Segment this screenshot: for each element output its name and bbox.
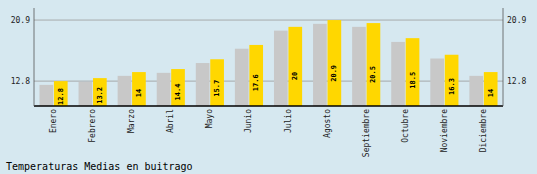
x-axis-line [34, 105, 503, 107]
bar [313, 24, 327, 106]
bar [391, 42, 405, 106]
x-tick-label: Enero [49, 109, 58, 133]
data-label: 13.2 [96, 87, 104, 104]
data-label: 15.7 [213, 80, 221, 97]
bar [406, 38, 420, 106]
bar [445, 55, 459, 106]
bar [39, 85, 53, 106]
data-label: 18.5 [409, 72, 417, 89]
x-tick-label: Marzo [127, 109, 136, 133]
data-label: 14.4 [174, 84, 182, 101]
bar [274, 31, 288, 106]
grid-line [34, 20, 503, 21]
x-tick-label: Septiembre [362, 109, 371, 157]
bars [39, 20, 497, 106]
x-tick-label: Julio [284, 109, 293, 133]
bar [54, 81, 68, 106]
data-label: 14 [135, 89, 143, 97]
bar [288, 27, 302, 106]
bar [196, 63, 210, 106]
x-tick-label: Junio [244, 109, 253, 133]
x-tick-label: Octubre [401, 109, 410, 143]
y2-axis-line [503, 8, 504, 106]
bar [469, 76, 483, 106]
background [0, 0, 537, 174]
data-label: 17.6 [252, 74, 260, 91]
bar [367, 23, 381, 106]
bar [157, 73, 171, 106]
chart: 12.8 13.2 14 14.4 15.7 17.6 20 20.9 20.5 18.5 16.3… [0, 0, 537, 174]
y-axis-line [34, 8, 35, 106]
bar [235, 49, 249, 106]
bar [210, 59, 224, 106]
bar [249, 45, 263, 106]
data-label: 20 [291, 72, 299, 80]
bar [171, 69, 185, 106]
bar [352, 27, 366, 106]
data-label: 20.5 [369, 66, 377, 83]
bar [430, 59, 444, 106]
title: Temperaturas Medias en buitrago [6, 161, 193, 172]
data-label: 14 [487, 89, 495, 97]
x-tick-label: Noviembre [440, 109, 449, 153]
bar [93, 78, 107, 106]
y-tick-label: 12.8 [11, 77, 30, 86]
y-tick-label: 20.9 [11, 16, 30, 25]
x-tick-label: Diciembre [479, 109, 488, 153]
data-label: 16.3 [448, 78, 456, 95]
x-tick-label: Abril [166, 109, 175, 133]
x-tick-label: Agosto [323, 109, 332, 138]
y2-tick-label: 20.9 [507, 16, 526, 25]
bar [328, 20, 342, 106]
bar [118, 76, 132, 106]
bar [484, 72, 498, 106]
bar [79, 82, 93, 106]
data-label: 20.9 [330, 65, 338, 82]
bar [132, 72, 146, 106]
y2-tick-label: 12.8 [507, 77, 526, 86]
data-label: 12.8 [57, 88, 65, 105]
x-tick-label: Mayo [205, 109, 214, 128]
x-tick-label: Febrero [88, 109, 97, 143]
